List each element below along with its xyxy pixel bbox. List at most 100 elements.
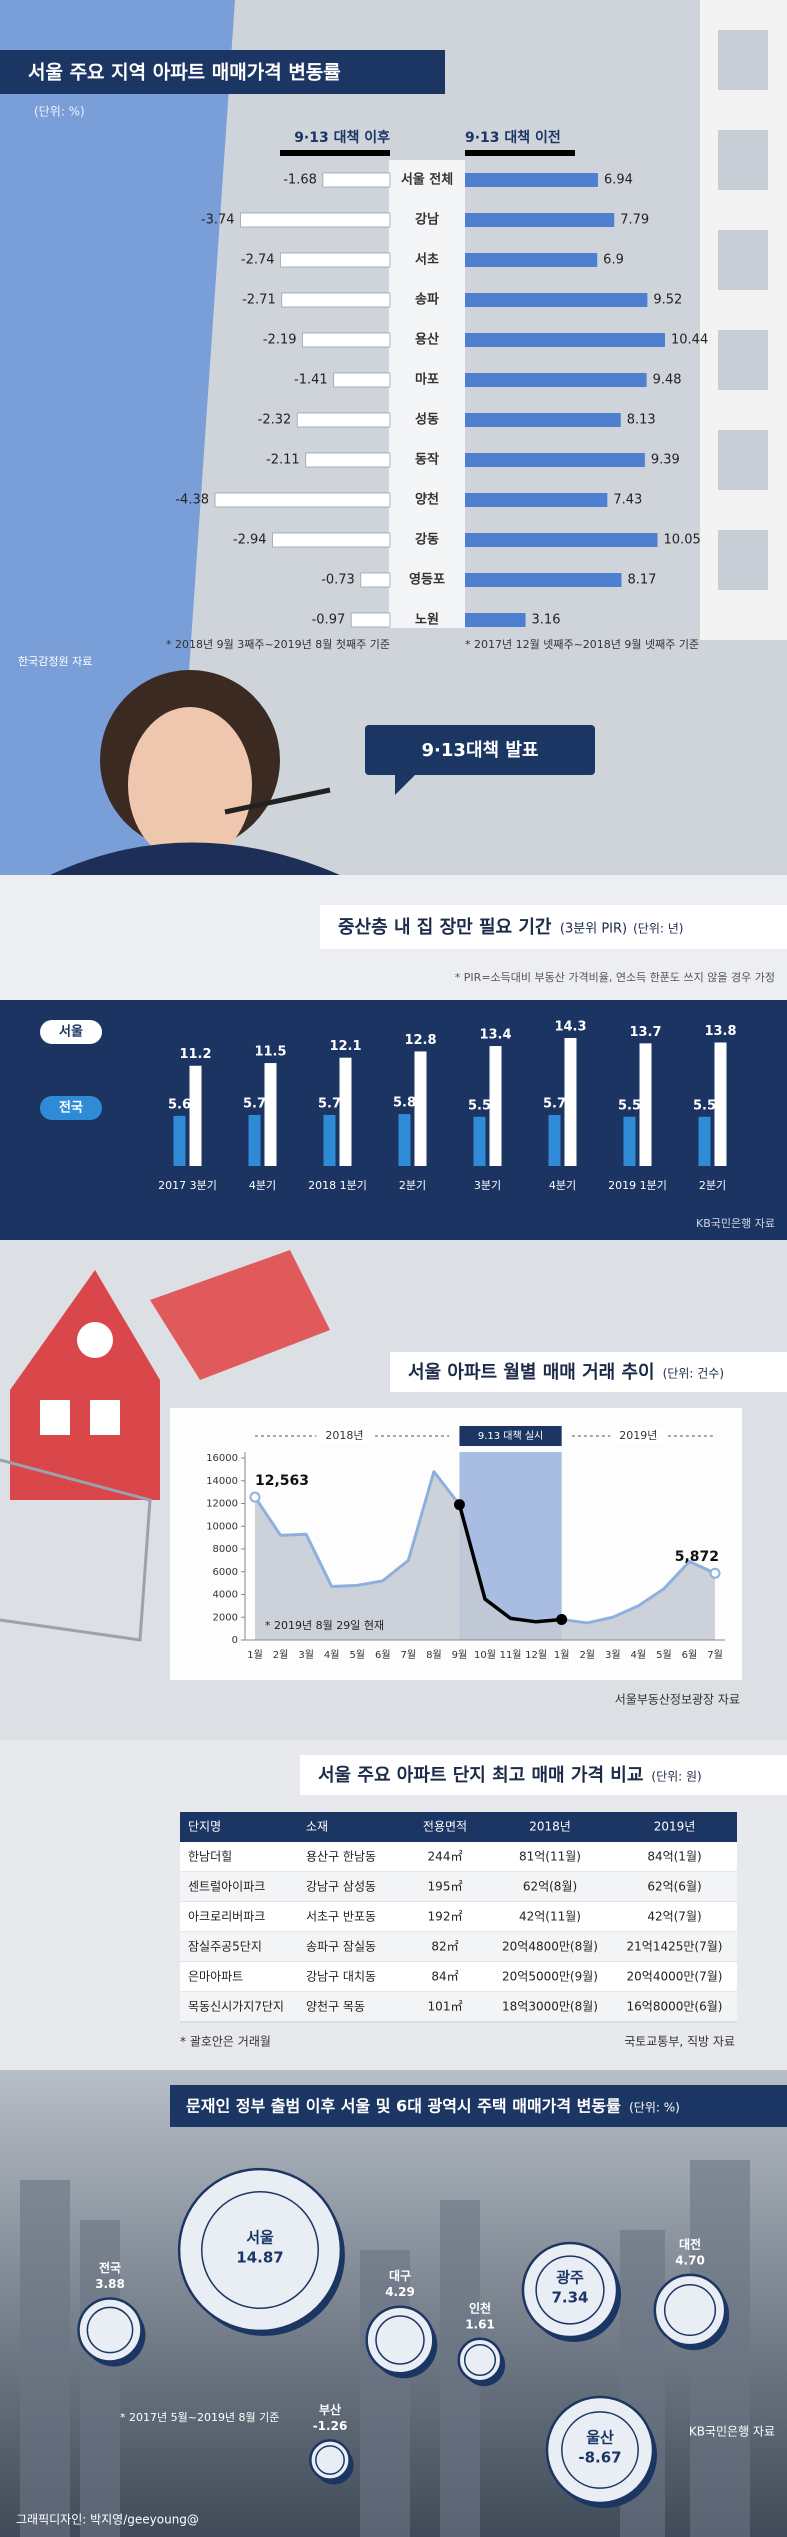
- value-label: -2.19: [263, 333, 297, 348]
- value-label: 5.5: [618, 1098, 641, 1113]
- title-banner: [390, 1352, 787, 1392]
- value-label: 13.8: [704, 1024, 736, 1039]
- bar: [465, 253, 598, 267]
- table-note: * 괄호안은 거래월: [180, 2035, 271, 2049]
- value-label: 12.8: [404, 1033, 436, 1048]
- category-label: 영등포: [409, 573, 445, 588]
- value-label: -1.26: [313, 2419, 348, 2433]
- x-tick-label: 3분기: [474, 1179, 501, 1192]
- y-tick-label: 4000: [213, 1590, 238, 1601]
- bubble-label: 부산: [319, 2402, 341, 2417]
- table-cell: 20억4800만(8월): [502, 1940, 598, 1954]
- table-cell: 21억1425만(7월): [627, 1940, 723, 1954]
- x-tick-label: 4분기: [249, 1179, 276, 1192]
- note: * PIR=소득대비 부동산 가격비율, 연소득 한푼도 쓰지 않을 경우 가정: [455, 971, 775, 984]
- value-label: 7.34: [551, 2289, 588, 2307]
- y-tick-label: 6000: [213, 1567, 238, 1578]
- line: [253, 1470, 461, 1589]
- bar: [465, 533, 658, 547]
- table-cell: 센트럴아이파크: [188, 1880, 265, 1894]
- value-label: 6.94: [604, 173, 633, 188]
- bar: [322, 172, 391, 188]
- speech-bubble-tail: [395, 775, 415, 795]
- coin-inner: [375, 2315, 425, 2365]
- source: KB국민은행 자료: [689, 2424, 775, 2439]
- bar: [280, 252, 391, 268]
- unit: (단위: %): [629, 2101, 680, 2115]
- bar: [281, 292, 391, 308]
- category-label: 마포: [415, 372, 439, 388]
- x-tick-label: 3월: [605, 1649, 621, 1661]
- title-banner: [320, 905, 787, 949]
- category-label: 성동: [415, 413, 439, 428]
- y-tick-label: 0: [232, 1635, 238, 1646]
- annotation: 2019년: [619, 1429, 657, 1442]
- bar: [465, 573, 622, 587]
- chart-title: 문재인 정부 출범 이후 서울 및 6대 광역시 주택 매매가격 변동률: [186, 2097, 621, 2116]
- value-label: -1.41: [294, 373, 328, 388]
- table-cell: 18억3000만(8월): [502, 2000, 598, 2014]
- value-label: 3.16: [532, 613, 561, 628]
- table-cell: 42억(7월): [647, 1910, 701, 1924]
- bar: [489, 1046, 502, 1166]
- value-label: 14.87: [236, 2249, 283, 2267]
- legend-swatch: [40, 1096, 102, 1120]
- x-tick-label: 6월: [682, 1649, 698, 1661]
- y-tick-label: 10000: [206, 1521, 238, 1532]
- bar: [240, 212, 391, 228]
- x-tick-label: 4월: [631, 1649, 647, 1661]
- speech-bubble: [365, 725, 595, 775]
- annotation-bg: [316, 1427, 373, 1445]
- value-label: 12,563: [255, 1473, 309, 1489]
- value-label: 13.4: [479, 1028, 511, 1043]
- chart-panel: [0, 1000, 787, 1240]
- building-windows: [718, 30, 768, 590]
- x-tick-label: 2분기: [399, 1179, 426, 1192]
- value-label: -2.71: [242, 293, 276, 308]
- x-tick-label: 1월: [247, 1649, 263, 1661]
- value-label: 5.5: [693, 1098, 716, 1113]
- bubble-label: 울산: [586, 2429, 614, 2447]
- legend-label: 9·13 대책 이전: [465, 129, 561, 146]
- value-label: 8.17: [628, 573, 657, 588]
- value-label: 4.29: [385, 2285, 415, 2299]
- bar: [264, 1063, 277, 1166]
- bar: [473, 1116, 486, 1166]
- microphone: [224, 787, 331, 815]
- category-label: 송파: [415, 293, 439, 308]
- value-label: -0.73: [321, 573, 355, 588]
- value-label: 5.7: [243, 1096, 266, 1111]
- point: [249, 1491, 261, 1503]
- header-cell: 2019년: [654, 1820, 696, 1834]
- table-cell: 목동신시가지7단지: [188, 2000, 284, 2014]
- header-cell: 소재: [306, 1820, 328, 1834]
- table-cell: 20억4000만(7월): [627, 1970, 723, 1984]
- bar: [339, 1057, 352, 1166]
- x-tick-label: 2분기: [699, 1179, 726, 1192]
- point: [556, 1614, 568, 1626]
- table-cell: 62억(6월): [647, 1880, 701, 1894]
- x-tick-label: 5월: [349, 1649, 365, 1661]
- legend-label: 전국: [59, 1100, 83, 1116]
- coin-inner: [86, 2306, 134, 2354]
- value-label: -1.68: [283, 173, 317, 188]
- table-title: 서울 주요 아파트 단지 최고 매매 가격 비교: [318, 1765, 643, 1786]
- bar: [248, 1114, 261, 1166]
- value-label: -2.32: [258, 413, 292, 428]
- source: 서울부동산정보광장 자료: [615, 1693, 740, 1707]
- bar: [360, 572, 391, 588]
- value-label: 1.61: [465, 2317, 495, 2331]
- bar: [623, 1116, 636, 1166]
- bar: [465, 493, 608, 507]
- legend-swatch: [280, 150, 390, 156]
- person-body: [50, 842, 340, 875]
- bar: [465, 613, 526, 627]
- bar: [189, 1065, 202, 1166]
- bubble-label: 서울: [246, 2229, 274, 2247]
- coin-inner: [315, 2445, 345, 2475]
- unit: (단위: 년): [633, 922, 683, 936]
- header-cell: 단지명: [188, 1820, 221, 1834]
- y-tick-label: 12000: [206, 1499, 238, 1510]
- value-label: 5.7: [318, 1096, 341, 1111]
- bar: [323, 1114, 336, 1166]
